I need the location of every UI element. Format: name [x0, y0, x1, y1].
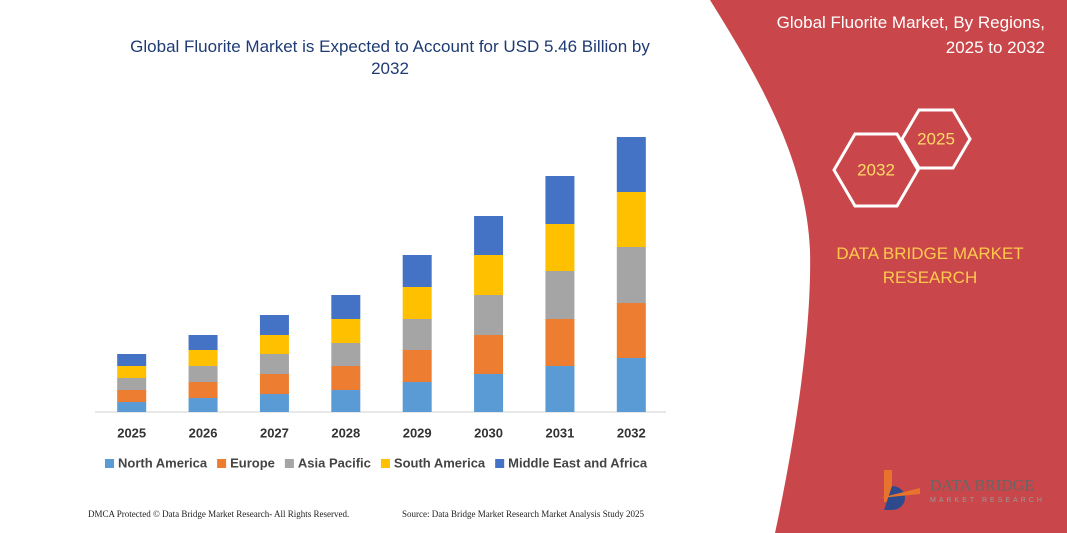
bar-segment — [545, 224, 575, 271]
bar-segment — [331, 366, 361, 390]
legend-swatch — [380, 459, 390, 468]
footer-left: DMCA Protected © Data Bridge Market Rese… — [88, 509, 349, 519]
hexagon — [832, 132, 920, 208]
bar-segment — [117, 354, 147, 366]
x-tick-label: 2031 — [545, 425, 574, 440]
chart-title: Global Fluorite Market is Expected to Ac… — [130, 37, 650, 78]
legend-swatch — [105, 459, 114, 468]
bar-segment — [616, 358, 646, 412]
bar-segment — [474, 335, 504, 374]
bar-segment — [616, 247, 646, 303]
bar-segment — [616, 303, 646, 358]
bar-segment — [259, 335, 289, 354]
bar-segment — [188, 335, 218, 350]
legend-label: Middle East and Africa — [508, 455, 648, 470]
x-tick-label: 2028 — [331, 425, 360, 440]
x-tick-label: 2025 — [117, 425, 146, 440]
legend-swatch — [495, 459, 505, 468]
bar-segment — [117, 378, 147, 390]
bar-segment — [545, 271, 575, 319]
bar-segment — [259, 354, 289, 374]
bar-segment — [331, 319, 361, 343]
bar-segment — [331, 390, 361, 412]
bar-segment — [402, 287, 432, 319]
bar-segment — [188, 382, 218, 398]
bar-segment — [188, 366, 218, 382]
bar-segment — [474, 216, 504, 255]
bar-segment — [117, 402, 147, 412]
panel-title: Global Fluorite Market, By Regions, 2025… — [776, 13, 1045, 57]
legend-swatch — [284, 459, 294, 468]
bar-segment — [545, 366, 575, 412]
bar-segment — [616, 192, 646, 247]
bar-segment — [331, 295, 361, 319]
x-tick-label: 2026 — [189, 425, 218, 440]
bar-segment — [188, 398, 218, 412]
bar-segment — [402, 350, 432, 382]
legend-label: Asia Pacific — [298, 455, 371, 470]
hexagon — [900, 108, 972, 170]
badge: 2025 — [917, 129, 955, 148]
bar-segment — [402, 319, 432, 350]
bar-segment — [259, 315, 289, 335]
bar-segment — [259, 374, 289, 394]
x-tick-label: 2030 — [474, 425, 503, 440]
bar-segment — [117, 390, 147, 402]
logo-mark — [880, 470, 920, 510]
bar-segment — [474, 295, 504, 335]
bar-segment — [259, 394, 289, 412]
legend-swatch — [217, 459, 227, 468]
legend-label: North America — [118, 455, 208, 470]
bar-segment — [117, 366, 147, 378]
legend-label: South America — [394, 455, 486, 470]
x-tick-label: 2027 — [260, 425, 289, 440]
logo-tagline: MARKET RESEARCH — [930, 497, 1045, 504]
x-tick-label: 2029 — [403, 425, 432, 440]
bar-segment — [474, 374, 504, 412]
footer-right: Source: Data Bridge Market Research Mark… — [402, 509, 644, 519]
red-panel — [710, 0, 1067, 533]
x-tick-label: 2032 — [617, 425, 646, 440]
logo-name: DATA BRIDGE — [930, 478, 1034, 495]
bar-segment — [545, 176, 575, 224]
legend-label: Europe — [230, 455, 275, 470]
bar-segment — [402, 255, 432, 287]
bar-segment — [545, 319, 575, 366]
bar-segment — [188, 350, 218, 366]
bar-segment — [402, 382, 432, 412]
bar-segment — [474, 255, 504, 295]
brand: DATA BRIDGE MARKET RESEARCH — [836, 244, 1024, 287]
bar-segment — [331, 343, 361, 366]
badge: 2032 — [857, 160, 895, 179]
bar-segment — [616, 137, 646, 192]
